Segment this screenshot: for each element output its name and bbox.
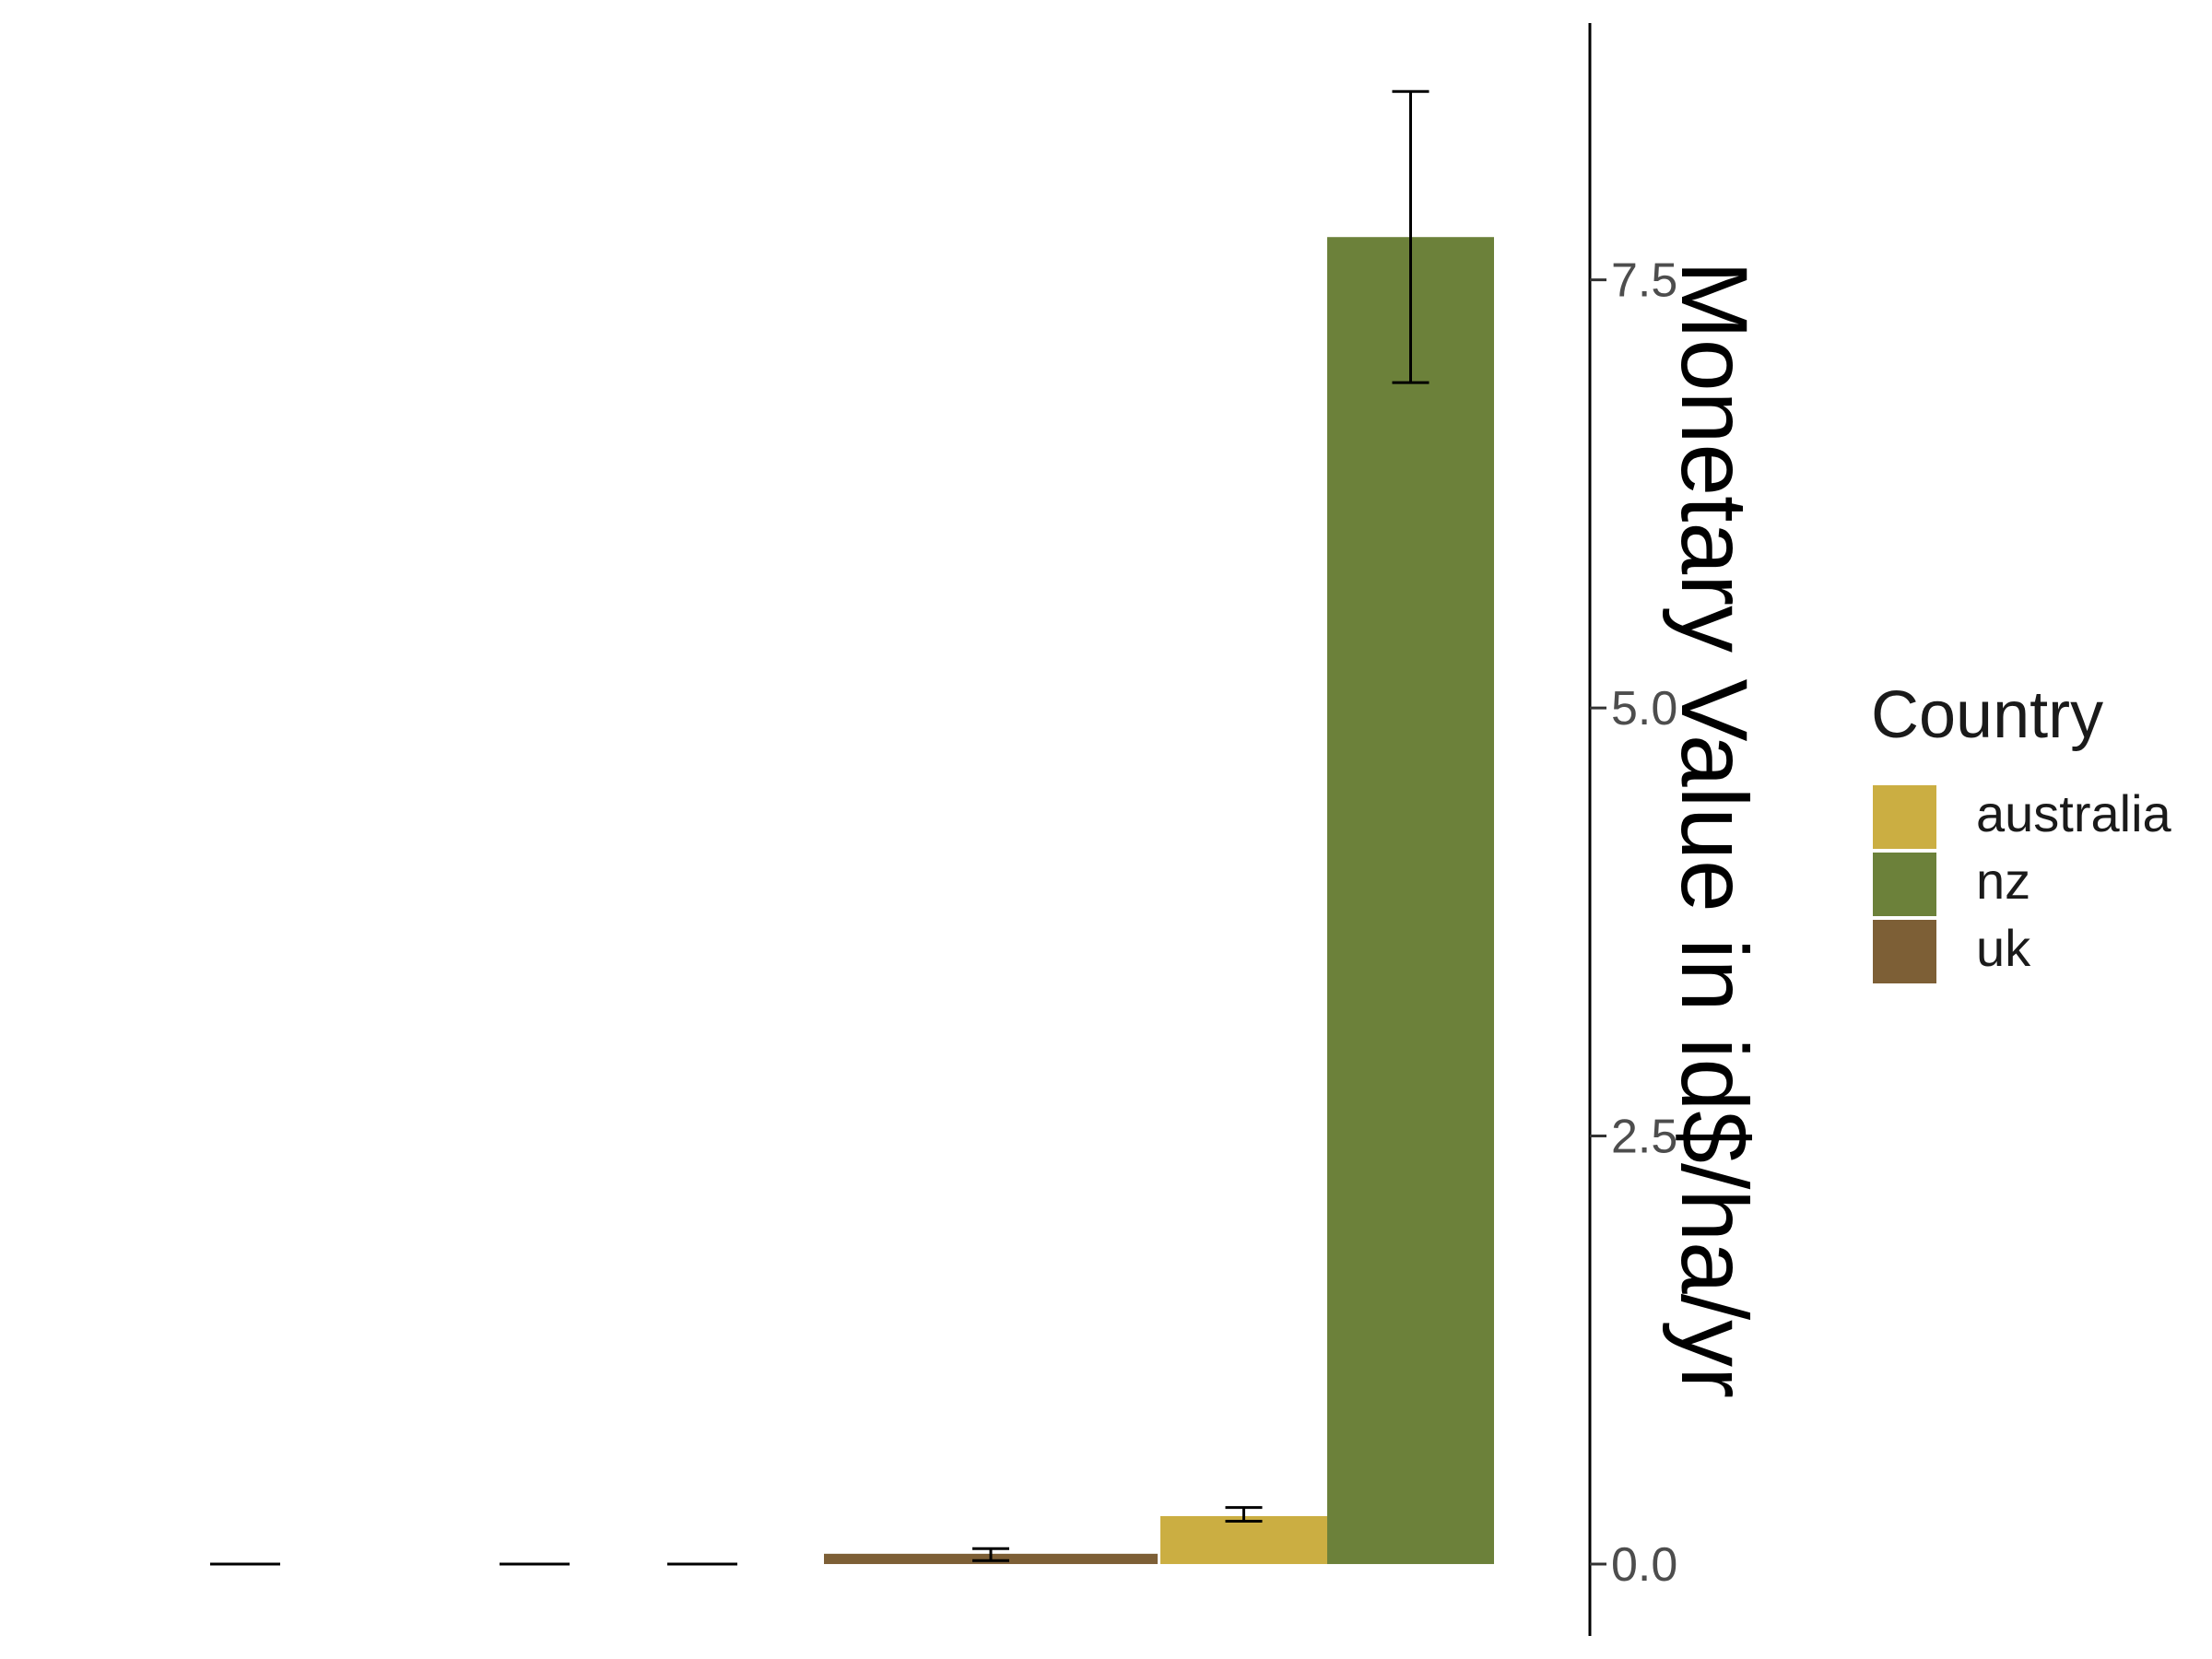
legend: Country australia nz uk <box>1871 678 2172 983</box>
legend-label-uk: uk <box>1976 919 2031 977</box>
y-axis-title: Monetary Value in id$/ha/yr <box>1662 261 1767 1398</box>
y-tick-label: 7.5 <box>1611 254 1677 308</box>
legend-title: Country <box>1871 678 2103 752</box>
legend-label-nz: nz <box>1976 852 2030 910</box>
y-axis: 0.0 2.5 5.0 7.5 <box>1588 23 1677 1636</box>
bar-australia <box>1160 1515 1327 1564</box>
legend-key-australia <box>1873 785 1936 849</box>
legend-entries: australia nz uk <box>1873 784 2172 983</box>
legend-key-uk <box>1873 920 1936 983</box>
legend-key-nz <box>1873 853 1936 916</box>
y-tick-label: 2.5 <box>1611 1111 1677 1164</box>
bars-layer <box>824 237 1494 1564</box>
errorbars-layer <box>210 89 1430 1566</box>
bar-nz <box>1327 237 1494 1564</box>
y-ticks: 0.0 2.5 5.0 7.5 <box>1590 254 1677 1592</box>
y-tick-label: 0.0 <box>1611 1538 1677 1592</box>
y-tick-label: 5.0 <box>1611 682 1677 735</box>
legend-label-australia: australia <box>1976 784 2172 842</box>
